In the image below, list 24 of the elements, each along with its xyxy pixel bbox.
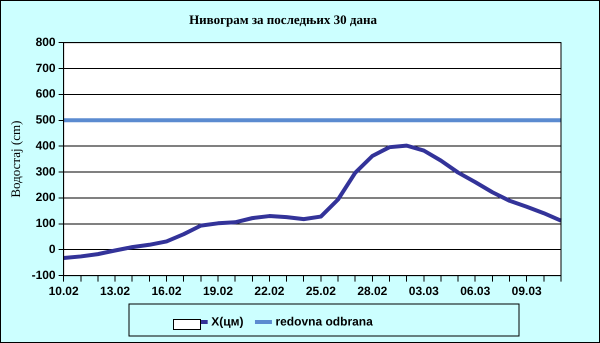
y-tick-label: 100 <box>36 216 56 230</box>
y-tick-label: 800 <box>36 34 56 49</box>
y-tick-label: 600 <box>36 86 56 101</box>
x-tick-label: 19.02 <box>202 284 234 298</box>
y-tick-label: 300 <box>36 164 56 178</box>
y-tick-label: -100 <box>32 268 56 282</box>
x-tick-label: 22.02 <box>254 284 285 298</box>
y-tick-label: 0 <box>48 242 56 256</box>
x-tick-label: 06.03 <box>460 284 491 298</box>
x-tick-label: 16.02 <box>152 284 182 298</box>
chart-title: Нивограм за последњих 30 дана <box>189 12 378 28</box>
y-tick-label: 700 <box>36 60 56 75</box>
y-tick-label: 400 <box>36 138 56 152</box>
x-tick-label: 13.02 <box>100 284 130 298</box>
legend-label: redovna odbrana <box>275 314 374 328</box>
legend-label: X(цм) <box>211 314 244 328</box>
x-tick-label: 09.03 <box>512 284 542 298</box>
x-tick-label: 10.02 <box>48 284 79 298</box>
y-tick-label: 200 <box>36 190 56 204</box>
y-tick-label: 500 <box>36 112 56 127</box>
x-tick-label: 25.02 <box>306 284 336 298</box>
x-tick-label: 28.02 <box>357 284 388 298</box>
y-axis-title: Водостај (cm) <box>8 120 24 198</box>
x-tick-label: 03.03 <box>408 284 440 298</box>
